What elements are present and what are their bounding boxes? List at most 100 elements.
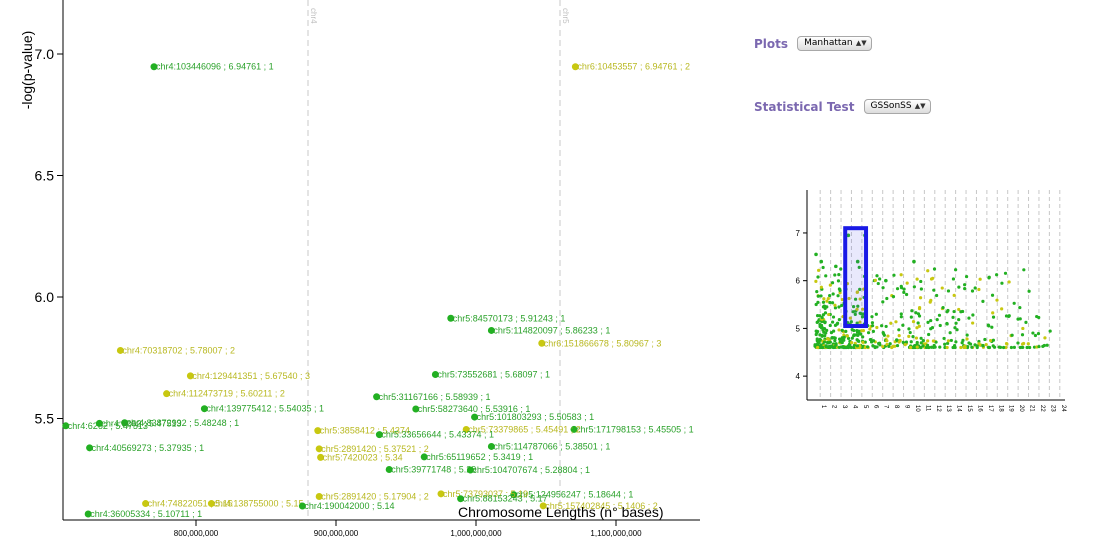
overview-data-point [899, 273, 903, 277]
manhattan-plot[interactable]: chr4 chr5 7.0 6.5 6.0 5.5 800,000,000 900,000… [0, 0, 740, 560]
overview-data-point [833, 306, 838, 310]
overview-data-point [919, 287, 923, 291]
overview-data-point [816, 319, 820, 324]
data-point-label: chr5:101803293 ; 5.50583 ; 1 [477, 412, 595, 422]
overview-y-tick-label: 7 [796, 229, 801, 238]
overview-data-point [898, 338, 902, 343]
overview-data-point [814, 252, 818, 257]
overview-data-point [886, 334, 890, 338]
overview-data-point [1022, 341, 1026, 346]
overview-data-point [1016, 341, 1020, 345]
overview-data-point [881, 300, 885, 304]
overview-data-point [929, 318, 933, 323]
overview-data-point [943, 342, 947, 346]
overview-x-tick-label: 9 [904, 405, 910, 409]
overview-data-point [1018, 305, 1022, 310]
overview-data-point [845, 334, 849, 338]
data-point-label: chr5:114820097 ; 5.86233 ; 1 [493, 325, 610, 335]
data-point-label: chr5:65119652 ; 5.3419 ; 1 [426, 452, 533, 462]
overview-y-tick-label: 4 [796, 372, 801, 381]
overview-data-point [1048, 329, 1052, 333]
overview-data-point [1021, 326, 1025, 331]
overview-x-tick-label: 20 [1018, 405, 1024, 412]
overview-data-point [827, 312, 831, 317]
overview-data-point [941, 305, 945, 310]
overview-data-point [855, 321, 859, 325]
overview-data-point [983, 337, 987, 342]
overview-data-point [851, 305, 856, 309]
data-point-label: chr5:73552681 ; 5.68097 ; 1 [437, 370, 550, 380]
overview-data-point [819, 326, 824, 330]
overview-data-point [822, 297, 826, 301]
overview-data-point [1035, 314, 1039, 319]
overview-data-point [965, 337, 969, 341]
overview-plot[interactable]: 7 6 5 4 1 2 3 4 5 6 7 8 9 10 11 12 13 14 15 16 17 18 19 20 21 22 2… [780, 185, 1080, 420]
data-point [539, 502, 547, 510]
overview-data-point [819, 343, 823, 347]
statistical-test-select[interactable]: GSSonSS ▲▼ [863, 99, 931, 114]
x-tick-label: 900,000,000 [314, 529, 359, 538]
overview-data-point [821, 265, 825, 270]
overview-data-point [819, 285, 823, 289]
overview-data-point [858, 311, 862, 315]
overview-data-point [830, 281, 835, 285]
overview-data-point [868, 327, 872, 331]
overview-data-point [965, 333, 969, 337]
overview-data-point [871, 329, 876, 333]
data-point-label: chr4:40569273 ; 5.37935 ; 1 [92, 443, 205, 453]
overview-data-point [855, 307, 859, 311]
overview-data-point [953, 326, 957, 330]
overview-data-point [824, 274, 828, 278]
overview-data-point [834, 264, 838, 269]
overview-data-point [878, 277, 882, 281]
overview-data-point [823, 311, 828, 315]
overview-data-point [909, 345, 913, 350]
data-point-label: chr6:151866678 ; 5.80967 ; 3 [544, 338, 662, 348]
overview-data-point [825, 328, 829, 332]
overview-data-point [1020, 345, 1024, 349]
data-point-label: chr4:138755000 ; 5.15 [213, 499, 303, 509]
overview-x-tick-label: 1 [820, 405, 826, 409]
plots-select[interactable]: Manhattan ▲▼ [797, 36, 872, 51]
data-point [457, 495, 465, 503]
overview-data-point [961, 338, 965, 342]
data-point [420, 453, 428, 461]
overview-data-point [861, 329, 866, 333]
overview-data-point [912, 285, 916, 289]
overview-data-point [1004, 345, 1008, 350]
data-point-label: chr5:114787066 ; 5.38501 ; 1 [493, 441, 610, 451]
overview-data-point [852, 328, 856, 333]
overview-data-point [895, 343, 900, 348]
x-axis-label: Chromosome Lengths (n° bases) [458, 504, 664, 520]
overview-data-point [951, 315, 955, 319]
data-point-label: chr4:6262 ; 5.47513 [101, 418, 181, 428]
overview-x-tick-label: 15 [966, 405, 972, 412]
overview-data-point [849, 320, 853, 324]
overview-data-point [818, 345, 822, 350]
overview-data-point [830, 336, 834, 340]
overview-data-point [885, 296, 889, 301]
overview-data-point [831, 320, 835, 324]
overview-data-point [857, 265, 861, 269]
overview-data-point [840, 340, 844, 345]
data-point-label: chr5:73379865 ; 5.45491 ; 2 [468, 424, 581, 434]
overview-data-point [959, 345, 963, 350]
overview-data-point [899, 315, 903, 319]
data-point [200, 405, 208, 413]
x-tick-label: 1,100,000,000 [590, 529, 642, 538]
data-point-label: chr5:157402845 ; 5.1406 ; 2 [545, 501, 658, 511]
manhattan-plot-svg: chr4 chr5 7.0 6.5 6.0 5.5 800,000,000 900,000… [19, 0, 700, 538]
plots-control: Plots Manhattan ▲▼ [754, 33, 872, 52]
overview-data-point [819, 294, 823, 298]
overview-data-point [838, 337, 842, 341]
overview-data-point [1007, 280, 1011, 284]
overview-data-point [971, 313, 975, 317]
overview-data-point [1033, 333, 1038, 338]
y-axis-label: -log(p-value) [19, 31, 35, 110]
overview-data-point [932, 267, 937, 271]
overview-data-point [907, 334, 911, 338]
overview-data-point [929, 277, 934, 281]
overview-data-point [885, 339, 889, 343]
data-point [487, 442, 495, 450]
overview-data-point [840, 328, 844, 332]
